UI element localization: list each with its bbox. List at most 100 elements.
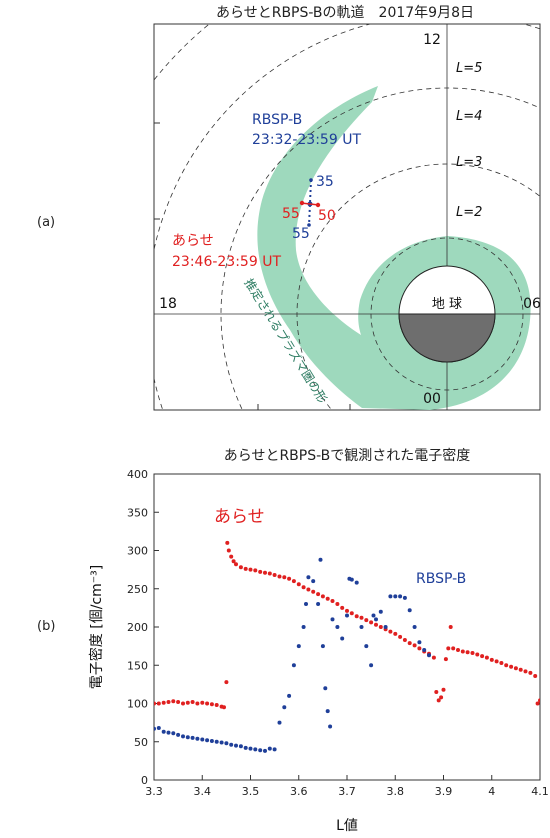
- arase-data-point: [330, 599, 335, 603]
- rbsp-data-point: [229, 742, 234, 747]
- rbsp-data-point: [417, 640, 422, 645]
- arase-mark-55: 55: [282, 206, 300, 222]
- rbsp-data-point: [181, 734, 185, 739]
- y-axis: 0 50 100 150 200 250 300 350 400: [127, 468, 159, 787]
- y-tick-label: 300: [127, 545, 148, 558]
- rbsp-data-point: [166, 730, 171, 735]
- arase-data-point: [226, 548, 231, 553]
- arase-data-point: [282, 575, 287, 580]
- rbsp-data-point: [349, 577, 354, 582]
- rbsp-data-point: [412, 625, 417, 629]
- rbsp-data-point: [354, 580, 359, 585]
- arase-data-point: [296, 582, 301, 587]
- arase-data-point: [287, 576, 292, 581]
- arase-data-point: [166, 700, 171, 704]
- rbsp-data-point: [248, 746, 253, 751]
- arase-data-point: [504, 663, 509, 668]
- rbsp-data-point: [219, 740, 224, 745]
- rbsp-data-point: [185, 735, 190, 740]
- y-tick-label: 400: [127, 468, 148, 481]
- rbsp-data-point: [364, 644, 369, 649]
- rbsp-data-point: [359, 625, 364, 629]
- arase-data-point: [316, 592, 321, 597]
- l-shell-label: L=5: [456, 61, 482, 76]
- arase-data-point: [475, 652, 480, 657]
- arase-data-point: [441, 687, 446, 692]
- rbsp-data-point: [407, 608, 412, 613]
- arase-data-point: [231, 559, 236, 564]
- rbsp-data-point: [287, 693, 292, 698]
- arase-data-point: [311, 589, 316, 594]
- rbsp-mark-55: 55: [292, 226, 310, 242]
- rbsp-data-point: [374, 617, 378, 622]
- rbsp-data-point: [335, 625, 340, 629]
- arase-data-point: [291, 579, 296, 584]
- rbsp-data-point: [291, 663, 296, 668]
- rbsp-data-point: [161, 729, 166, 734]
- rbsp-data-point: [427, 653, 431, 658]
- x-tick-label: 3.8: [387, 785, 405, 798]
- rbsp-data-point: [304, 602, 308, 606]
- arase-data-point: [398, 634, 403, 639]
- rbsp-label: RBSP-B: [252, 112, 302, 128]
- arase-data-point: [402, 638, 407, 642]
- y-tick-label: 150: [127, 659, 148, 672]
- arase-data-point: [224, 680, 229, 685]
- rbsp-data-point: [402, 595, 407, 600]
- x-tick-label: 3.3: [145, 785, 163, 798]
- rbsp-data-point: [156, 726, 161, 730]
- arase-data-point: [513, 666, 518, 671]
- rbsp-data-point: [296, 644, 301, 649]
- rbsp-data-point: [263, 748, 267, 753]
- arase-data-point: [222, 705, 226, 710]
- rbsp-data-point: [320, 644, 325, 649]
- arase-data-point: [229, 554, 234, 559]
- arase-data-point: [205, 701, 210, 706]
- arase-data-point: [465, 650, 470, 655]
- arase-time-label: 23:46-23:59 UT: [172, 254, 281, 270]
- rbsp-data-point: [316, 602, 321, 606]
- arase-data-point: [369, 620, 374, 625]
- arase-data-point: [364, 618, 369, 623]
- rbsp-data-point: [171, 731, 176, 736]
- arase-data-point: [301, 585, 306, 590]
- earth: 地 球: [398, 265, 496, 363]
- rbsp-series-label: RBSP-B: [416, 571, 466, 587]
- rbsp-data-point: [243, 745, 248, 750]
- chart-title: あらせとRBPS-Bで観測された電子密度: [224, 447, 471, 464]
- panel-a-label: (a): [37, 215, 55, 230]
- arase-data-point: [484, 655, 489, 660]
- arase-data-point: [407, 641, 412, 646]
- rbsp-data-point: [340, 636, 345, 641]
- arase-data-point: [393, 631, 398, 636]
- rbsp-data-point: [267, 746, 272, 751]
- arase-data-point: [161, 700, 166, 705]
- arase-data-point: [171, 699, 176, 704]
- arase-data-point: [156, 701, 161, 706]
- arase-data-point: [388, 629, 393, 634]
- rbsp-data-point: [378, 609, 383, 614]
- rbsp-mark-35: 35: [316, 174, 334, 190]
- arase-data-point: [509, 664, 514, 669]
- x-axis: 3.3 3.4 3.5 3.6 3.7 3.8 3.9 4 4.1: [145, 775, 549, 798]
- rbsp-data-point: [253, 747, 258, 752]
- arase-data-point: [349, 611, 354, 616]
- arase-data-point: [434, 690, 439, 694]
- arase-data-point: [200, 700, 205, 705]
- arase-data-point: [190, 700, 195, 704]
- arase-data-point: [225, 540, 230, 545]
- arase-data-point: [272, 573, 277, 577]
- y-tick-label: 350: [127, 506, 148, 519]
- rbsp-data-point: [195, 736, 200, 741]
- rbsp-data-point: [301, 625, 306, 629]
- x-tick-label: 3.6: [290, 785, 308, 798]
- earth-label: 地 球: [432, 297, 462, 312]
- rbsp-data-point: [272, 747, 277, 752]
- y-axis-title: 電子密度 [個/cm⁻³]: [88, 565, 105, 689]
- x-tick-label: 3.9: [435, 785, 453, 798]
- rbsp-data-point: [383, 625, 388, 629]
- arase-data-point: [417, 646, 422, 651]
- arase-data-point: [359, 615, 364, 620]
- arase-data-point: [267, 571, 272, 576]
